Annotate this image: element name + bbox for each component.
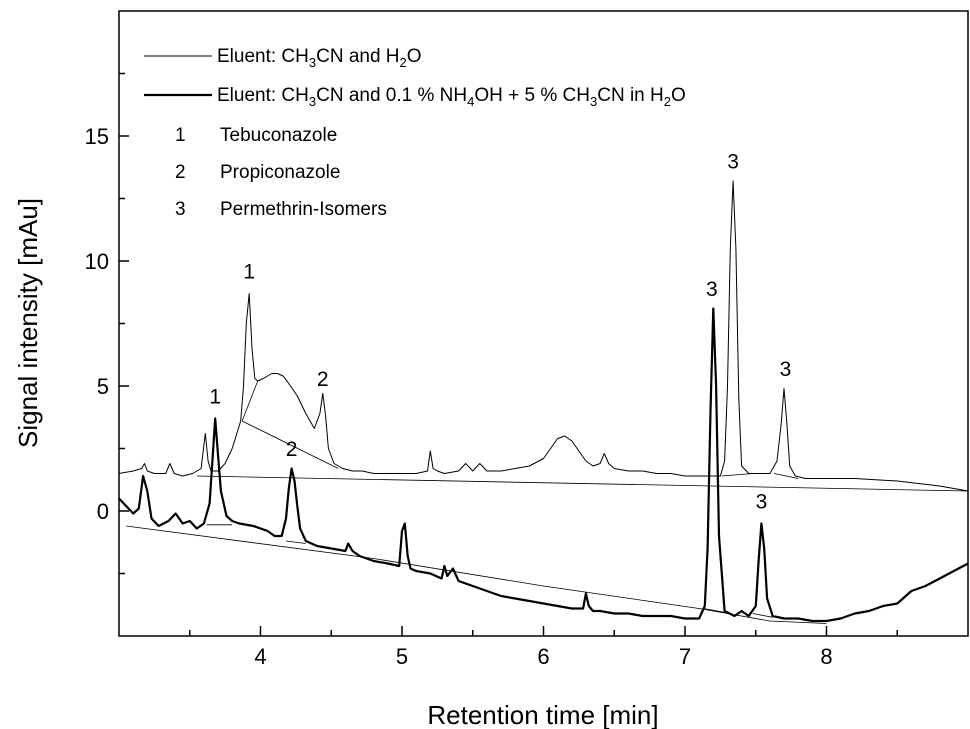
series-layer	[118, 180, 969, 623]
x-axis-title: Retention time [min]	[427, 700, 658, 729]
peak-label-7: 3	[706, 278, 718, 301]
peak-key-name-2: Propiconazole	[220, 162, 340, 183]
peak-baseline-10	[752, 613, 773, 618]
x-tick-label-5: 5	[396, 644, 408, 669]
peak-baseline-8	[126, 525, 827, 624]
peak-label-3: 3	[727, 151, 739, 174]
peak-baseline-2	[241, 380, 259, 422]
x-tick-label-7: 7	[679, 644, 691, 669]
peak-baseline-7	[285, 540, 306, 544]
peak-key-num-2: 2	[175, 162, 186, 183]
series-line-1	[118, 180, 969, 492]
peak-baseline-4	[774, 473, 799, 479]
peak-label-6: 2	[286, 438, 298, 461]
peak-label-1: 1	[243, 261, 255, 284]
x-tick-label-8: 8	[820, 644, 832, 669]
peak-label-5: 1	[209, 386, 221, 409]
x-axis-ticks: 4 5 6 7 8	[189, 626, 898, 669]
y-tick-label-0: 0	[97, 499, 109, 524]
legend-entry-2: Eluent: CH3CN and 0.1 % NH4OH + 5 % CH3C…	[217, 85, 686, 109]
peak-label-8: 3	[756, 491, 768, 514]
peak-label-4: 3	[780, 358, 792, 381]
y-axis-title: Signal intensity [mAu]	[13, 198, 43, 448]
peak-baseline-5	[196, 475, 969, 492]
y-tick-label-10: 10	[85, 249, 109, 274]
peak-baseline-1	[241, 420, 339, 469]
series-line-2	[118, 307, 969, 623]
peak-baseline-3	[721, 473, 753, 477]
peak-key-name-1: Tebuconazole	[220, 125, 337, 146]
peak-baselines	[126, 380, 969, 624]
peak-label-2: 2	[317, 368, 329, 391]
y-tick-label-15: 15	[85, 124, 109, 149]
peak-key-num-3: 3	[175, 199, 186, 220]
legend-entry-1: Eluent: CH3CN and H2O	[217, 46, 422, 70]
y-axis-ticks: 0 5 10 15	[85, 72, 129, 575]
x-tick-label-6: 6	[537, 644, 549, 669]
peak-key-num-1: 1	[175, 125, 186, 146]
legend: Eluent: CH3CN and H2O Eluent: CH3CN and …	[144, 46, 686, 220]
peak-baseline-9	[703, 608, 725, 613]
peak-key-name-3: Permethrin-Isomers	[220, 199, 387, 220]
y-tick-label-5: 5	[97, 374, 109, 399]
peak-annotations: 1 2 3 3 1 2 3 3	[209, 151, 791, 514]
x-tick-label-4: 4	[254, 644, 266, 669]
